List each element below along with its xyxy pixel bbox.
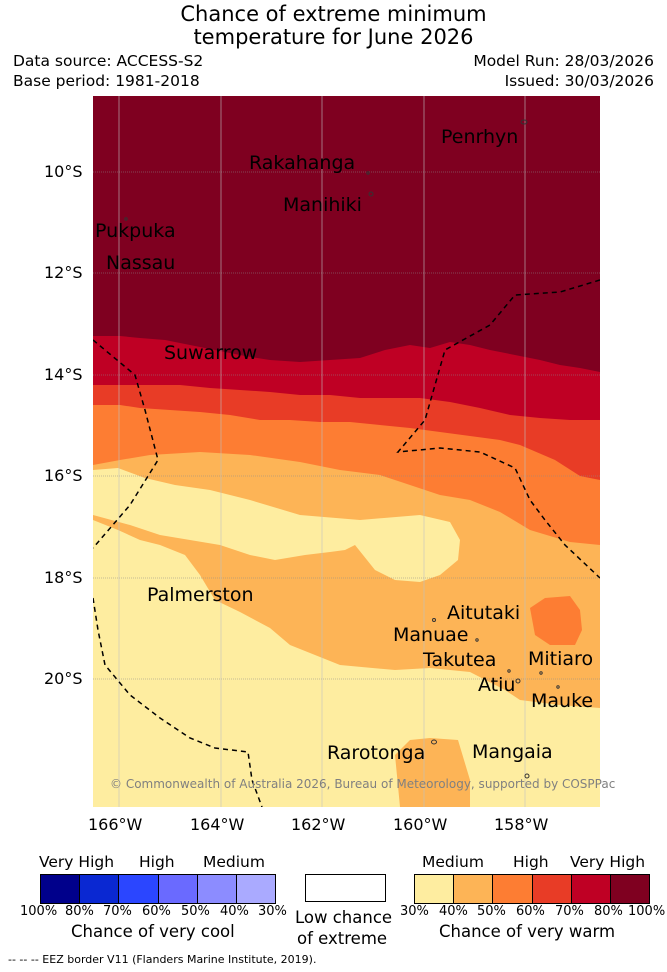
cool-colorbar <box>40 874 276 904</box>
warm-label: Chance of very warm <box>439 922 616 941</box>
label-mitiaro: Mitiaro <box>528 648 594 670</box>
eez-border <box>93 279 600 807</box>
band-80-100 <box>93 96 600 372</box>
warm-swatch-2 <box>492 875 532 903</box>
copyright-notice: © Commonwealth of Australia 2026, Bureau… <box>110 777 616 791</box>
neutral-label-line2: of extreme <box>297 929 388 948</box>
warm-tick-50: 50% <box>477 904 506 919</box>
warm-tick-40: 40% <box>439 904 468 919</box>
lon-158w: 158°W <box>494 815 549 834</box>
issued-date: Issued: 30/03/2026 <box>504 72 654 90</box>
cool-swatch-5 <box>235 875 276 903</box>
neutral-label-line1: Low chance <box>295 908 393 927</box>
warm-tick-100: 100% <box>628 904 666 919</box>
data-source: Data source: ACCESS-S2 <box>13 52 204 70</box>
cool-swatch-3 <box>157 875 197 903</box>
base-period: Base period: 1981-2018 <box>13 72 200 90</box>
cool-label: Chance of very cool <box>71 922 235 941</box>
warm-header-medium: Medium <box>422 853 484 871</box>
warm-swatch-4 <box>570 875 610 903</box>
warm-header-high: High <box>513 853 549 871</box>
label-manuae: Manuae <box>393 624 469 646</box>
label-palmerston: Palmerston <box>147 584 254 606</box>
gridlines <box>93 96 600 807</box>
warm-tick-60: 60% <box>516 904 545 919</box>
cool-tick-100: 100% <box>20 904 58 919</box>
model-run: Model Run: 28/03/2026 <box>473 52 654 70</box>
label-atiu: Atiu <box>478 674 516 696</box>
cool-swatch-2 <box>118 875 158 903</box>
label-penrhyn: Penrhyn <box>441 126 519 148</box>
label-pukpuka: Pukpuka <box>95 220 176 242</box>
blob-50-60-east <box>530 596 582 645</box>
label-mangaia: Mangaia <box>472 741 553 763</box>
neutral-swatch <box>305 874 386 902</box>
warm-swatch-1 <box>453 875 493 903</box>
lon-160w: 160°W <box>393 815 448 834</box>
pale-region-center <box>93 468 460 582</box>
warm-tick-80: 80% <box>594 904 623 919</box>
cool-swatch-1 <box>79 875 119 903</box>
lat-16s: 16°S <box>44 466 83 485</box>
cool-tick-80: 80% <box>65 904 94 919</box>
cool-tick-70: 70% <box>103 904 132 919</box>
eez-footnote: -- -- -- EEZ border V11 (Flanders Marine… <box>8 953 317 966</box>
map-title-line1: Chance of extreme minimum <box>180 2 487 26</box>
warm-swatch-0 <box>415 875 454 903</box>
label-suwarrow: Suwarrow <box>164 342 258 364</box>
label-manihiki: Manihiki <box>283 194 362 216</box>
label-aitutaki: Aitutaki <box>447 602 521 624</box>
lon-166w: 166°W <box>88 815 143 834</box>
lat-18s: 18°S <box>44 568 83 587</box>
warm-tick-30: 30% <box>400 904 429 919</box>
warm-colorbar <box>414 874 650 904</box>
label-rakahanga: Rakahanga <box>249 152 356 174</box>
label-rarotonga: Rarotonga <box>327 742 426 764</box>
label-takutea: Takutea <box>423 649 497 671</box>
warm-header-very-high: Very High <box>570 853 646 871</box>
lat-10s: 10°S <box>44 162 83 181</box>
label-nassau: Nassau <box>106 252 176 274</box>
warm-swatch-3 <box>531 875 571 903</box>
map-title-line2: temperature for June 2026 <box>193 25 474 49</box>
warm-swatch-5 <box>609 875 650 903</box>
cool-tick-50: 50% <box>181 904 210 919</box>
label-mauke: Mauke <box>531 690 594 712</box>
cool-header-high: High <box>139 853 175 871</box>
cool-swatch-4 <box>196 875 236 903</box>
lon-162w: 162°W <box>291 815 346 834</box>
island-markers <box>124 119 560 779</box>
lon-164w: 164°W <box>190 815 245 834</box>
cool-header-very-high: Very High <box>39 853 115 871</box>
lat-12s: 12°S <box>44 263 83 282</box>
cool-tick-40: 40% <box>220 904 249 919</box>
cool-swatch-0 <box>41 875 80 903</box>
cool-header-medium: Medium <box>203 853 265 871</box>
warm-tick-70: 70% <box>555 904 584 919</box>
cool-tick-30: 30% <box>258 904 287 919</box>
cool-tick-60: 60% <box>142 904 171 919</box>
lat-20s: 20°S <box>44 669 83 688</box>
lat-14s: 14°S <box>44 365 83 384</box>
